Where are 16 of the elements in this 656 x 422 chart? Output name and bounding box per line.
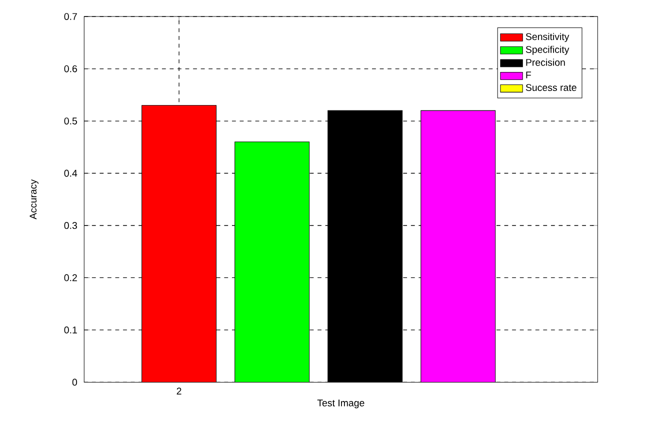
y-tick-label: 0.6 — [64, 65, 77, 72]
y-tick-label: 0 — [72, 378, 78, 386]
legend-label: Sensitivity — [526, 32, 570, 42]
legend-label: F — [526, 72, 532, 78]
y-axis-title: Accuracy — [30, 179, 38, 220]
y-tick-label: 0.1 — [64, 326, 77, 334]
legend-label: Sucess rate — [526, 84, 576, 91]
y-tick-label: 0.2 — [64, 274, 77, 282]
y-tick-label: 0.7 — [64, 13, 77, 20]
x-axis-title: Test Image — [317, 400, 364, 408]
y-tick-label: 0.5 — [64, 118, 77, 124]
legend-label: Specificity — [526, 46, 570, 55]
y-tick-label: 0.3 — [64, 222, 77, 229]
x-tick-label: 2 — [176, 388, 182, 394]
legend-label: Precision — [526, 58, 565, 66]
y-tick-label: 0.4 — [64, 170, 78, 177]
